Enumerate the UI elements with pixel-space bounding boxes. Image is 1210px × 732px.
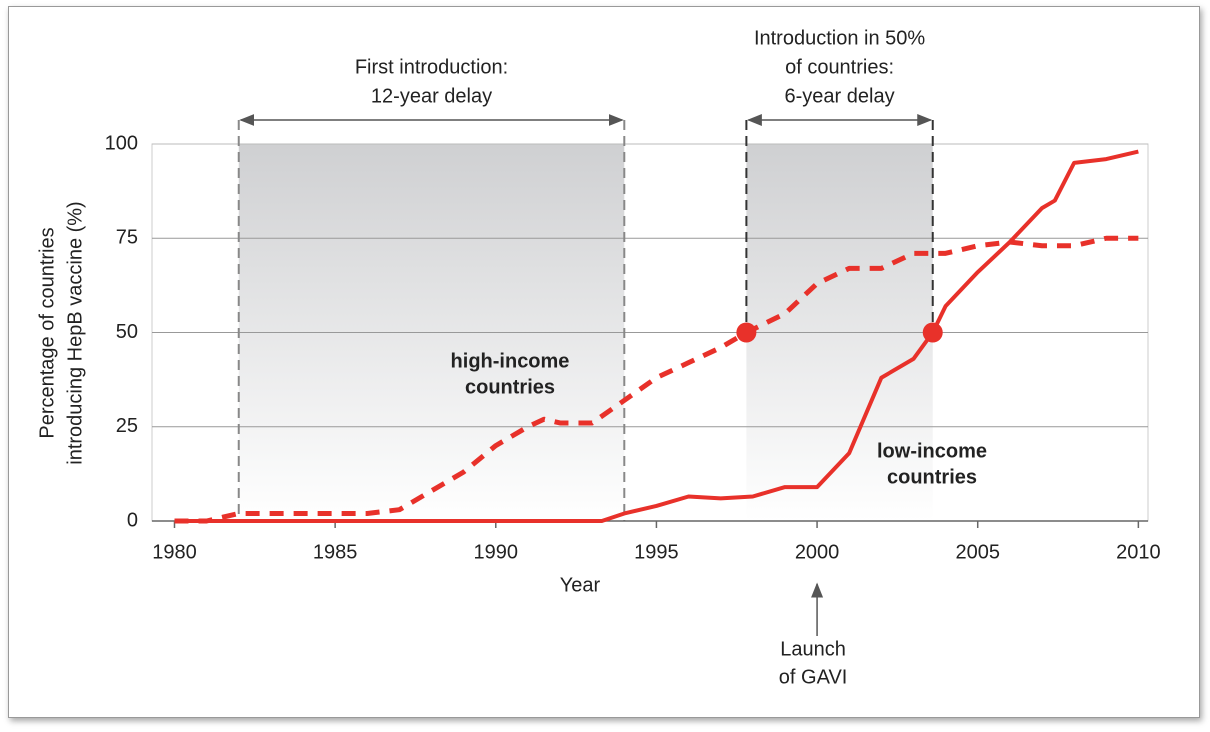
x-tick-label: 2010 <box>1116 541 1161 563</box>
x-tick-label: 1990 <box>474 541 519 563</box>
x-tick-label: 1995 <box>634 541 679 563</box>
y-tick-label: 50 <box>116 321 138 343</box>
y-tick-label: 0 <box>127 509 138 531</box>
annotation: First introduction: <box>355 56 508 78</box>
x-tick-label: 1985 <box>313 541 358 563</box>
annotation: of GAVI <box>779 666 848 688</box>
annotation: Launch <box>780 638 846 660</box>
y-tick-label: 25 <box>116 415 138 437</box>
series-line <box>174 149 1139 523</box>
y-axis-title: introducing HepB vaccine (%) <box>64 201 86 464</box>
y-tick-label: 75 <box>116 227 138 249</box>
annotation: 12-year delay <box>371 85 492 107</box>
x-tick-label: 1980 <box>152 541 197 563</box>
series-label: countries <box>465 376 555 398</box>
marker <box>922 322 943 343</box>
x-tick-label: 2005 <box>955 541 1000 563</box>
x-axis-title: Year <box>560 574 601 596</box>
annotation: of countries: <box>785 56 894 78</box>
y-axis-title: Percentage of countries <box>36 227 58 438</box>
series-line <box>174 235 1139 524</box>
annotation: 6-year delay <box>785 85 895 107</box>
series-label: low-income <box>877 440 987 462</box>
series-label: countries <box>887 466 977 488</box>
annotation: Introduction in 50% <box>754 27 925 49</box>
y-tick-label: 100 <box>105 132 138 154</box>
marker <box>736 322 757 343</box>
series-label: high-income <box>451 350 570 372</box>
x-tick-label: 2000 <box>795 541 840 563</box>
